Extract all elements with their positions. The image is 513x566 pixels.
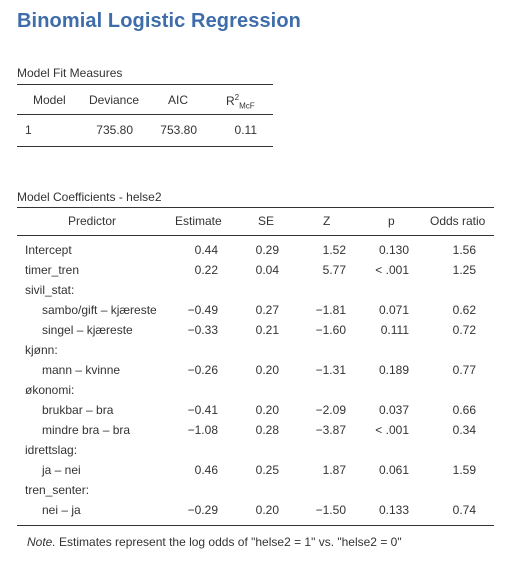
coef-cell-p: 0.071 [378,303,409,317]
fit-header-model: Model [33,93,66,107]
coef-cell-p: 0.037 [378,403,409,417]
coef-cell-se: 0.27 [255,303,279,317]
coef-cell-predictor: singel – kjæreste [42,323,133,337]
coef-table-title: Model Coefficients - helse2 [17,190,162,204]
coef-cell-predictor: idrettslag: [25,443,78,457]
coef-cell-p: < .001 [375,423,409,437]
coef-cell-p: 0.111 [380,323,409,337]
coef-cell-odds-ratio: 0.34 [452,423,476,437]
fit-cell-deviance: 735.80 [96,123,133,137]
fit-header-rule [17,114,273,115]
coef-cell-predictor: kjønn: [25,343,58,357]
coef-cell-estimate: −1.08 [187,423,218,437]
coef-cell-se: 0.28 [255,423,279,437]
coef-cell-odds-ratio: 0.77 [452,363,476,377]
fit-header-r2: R2McF [226,93,255,111]
fit-header-aic: AIC [168,93,189,107]
coef-header-estimate: Estimate [175,214,222,228]
coef-cell-odds-ratio: 1.25 [452,263,476,277]
fit-cell-aic: 753.80 [160,123,197,137]
coef-header-se: SE [258,214,275,228]
coef-cell-estimate: −0.29 [187,503,218,517]
coef-cell-estimate: 0.44 [194,243,218,257]
coef-cell-predictor: nei – ja [42,503,81,517]
coef-cell-odds-ratio: 1.56 [452,243,476,257]
coef-cell-predictor: sambo/gift – kjæreste [42,303,157,317]
coef-cell-estimate: −0.41 [187,403,218,417]
coef-cell-p: 0.130 [378,243,409,257]
fit-cell-model: 1 [25,123,32,137]
coef-cell-z: −1.50 [315,503,346,517]
coef-cell-se: 0.25 [255,463,279,477]
coef-cell-estimate: 0.46 [194,463,218,477]
coef-bottom-rule [17,525,494,526]
coef-top-rule [17,207,494,208]
coef-cell-estimate: 0.22 [194,263,218,277]
coef-cell-z: 5.77 [322,263,346,277]
coef-header-rule [17,235,494,236]
coef-cell-predictor: timer_tren [25,263,80,277]
table-note: Note. Estimates represent the log odds o… [27,535,402,549]
coef-cell-se: 0.20 [255,363,279,377]
coef-cell-predictor: mann – kvinne [42,363,121,377]
page-title: Binomial Logistic Regression [17,10,301,32]
coef-cell-se: 0.20 [255,403,279,417]
coef-cell-estimate: −0.26 [187,363,218,377]
fit-top-rule [17,84,273,85]
fit-bottom-rule [17,146,273,147]
coef-cell-z: −2.09 [315,403,346,417]
coef-header-odds-ratio: Odds ratio [430,214,486,228]
coef-cell-z: −1.81 [315,303,346,317]
coef-cell-p: < .001 [375,263,409,277]
coef-cell-odds-ratio: 0.66 [452,403,476,417]
coef-cell-p: 0.061 [378,463,409,477]
coef-cell-se: 0.04 [255,263,279,277]
coef-cell-predictor: økonomi: [25,383,75,397]
coef-cell-predictor: tren_senter: [25,483,90,497]
coef-header-p: p [388,214,395,228]
coef-cell-z: −1.31 [315,363,346,377]
coef-header-predictor: Predictor [68,214,117,228]
coef-cell-odds-ratio: 0.74 [452,503,476,517]
coef-cell-predictor: ja – nei [42,463,81,477]
coef-cell-p: 0.189 [378,363,409,377]
fit-table-title: Model Fit Measures [17,66,123,80]
coef-cell-estimate: −0.49 [187,303,218,317]
fit-header-deviance: Deviance [89,93,140,107]
coef-cell-odds-ratio: 1.59 [452,463,476,477]
coef-cell-predictor: brukbar – bra [42,403,114,417]
coef-cell-predictor: sivil_stat: [25,283,75,297]
coef-cell-z: 1.87 [322,463,346,477]
fit-cell-r2: 0.11 [234,123,257,137]
coef-cell-estimate: −0.33 [187,323,218,337]
coef-cell-p: 0.133 [378,503,409,517]
coef-cell-se: 0.21 [255,323,279,337]
coef-cell-se: 0.29 [255,243,279,257]
coef-cell-predictor: mindre bra – bra [42,423,131,437]
coef-cell-se: 0.20 [255,503,279,517]
coef-cell-odds-ratio: 0.62 [452,303,476,317]
coef-cell-odds-ratio: 0.72 [452,323,476,337]
coef-cell-z: −3.87 [315,423,346,437]
coef-cell-z: 1.52 [322,243,346,257]
coef-cell-z: −1.60 [315,323,346,337]
coef-cell-predictor: Intercept [25,243,72,257]
coef-header-z: Z [323,214,331,228]
